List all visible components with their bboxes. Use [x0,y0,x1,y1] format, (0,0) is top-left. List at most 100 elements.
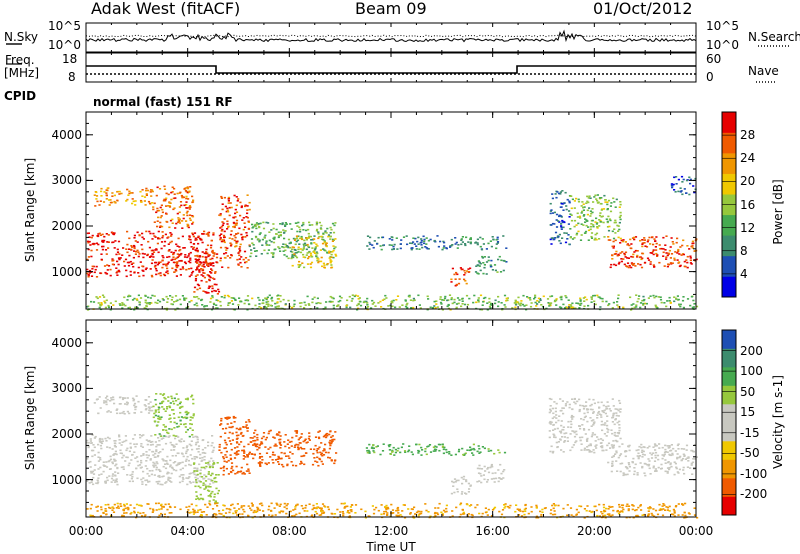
power-cell [172,256,175,258]
power-cell [293,248,296,251]
velocity-cell [261,504,264,507]
power-cell [272,254,275,256]
velocity-cell [160,503,163,506]
velocity-cell [117,507,120,509]
velocity-cell [197,485,200,488]
velocity-cell [212,481,215,484]
velocity-cell [187,509,190,511]
velocity-cell [164,482,167,484]
power-cell [460,243,463,246]
velocity-cell [408,445,411,447]
velocity-cell [185,452,188,455]
power-cell [676,259,679,261]
power-cell [176,307,179,310]
power-cell [251,230,254,233]
power-cell [490,259,493,262]
velocity-cell [691,473,694,475]
velocity-cell [462,478,465,480]
power-cell [682,239,685,242]
velocity-cell [143,404,146,406]
velocity-cell [415,511,419,514]
power-cell [186,223,189,226]
power-cell [584,230,588,233]
velocity-cell [201,448,204,451]
power-cell [274,306,277,308]
power-cell [488,297,491,300]
velocity-cell [611,432,614,435]
power-cell [587,239,590,241]
velocity-cell [631,461,634,464]
velocity-cell [202,466,205,469]
power-cell [692,242,695,245]
power-cell [692,306,695,308]
power-cell [192,246,195,249]
velocity-cell [195,456,198,458]
velocity-cell [618,402,622,404]
velocity-cell [259,456,262,458]
power-cell [211,262,214,264]
power-cell [103,239,106,242]
power-cell [136,249,139,252]
power-cell [170,191,173,194]
velocity-cell [154,434,157,436]
velocity-cell [678,456,681,459]
velocity-cell [236,514,239,516]
power-cell [517,303,520,305]
velocity-cell [192,402,195,405]
power-cell [207,265,210,267]
power-cell [482,272,485,275]
power-cell [605,300,608,303]
velocity-cell [147,396,151,398]
velocity-cell [284,434,287,436]
velocity-cell [173,449,176,451]
power-cell [87,274,90,276]
velocity-cell [283,441,286,443]
power-cell [316,252,319,255]
power-cell [181,295,184,297]
velocity-cell [306,510,309,512]
power-cell [613,253,616,255]
power-cell [394,306,397,309]
velocity-cell [324,443,327,446]
power-cell [672,183,675,186]
velocity-cell [242,426,245,428]
power-cell [205,248,208,251]
velocity-cell [441,514,444,516]
velocity-cell [248,453,251,455]
power-cell [615,250,618,253]
velocity-cell [372,447,375,450]
power-cell [549,304,552,307]
power-cell [238,250,241,253]
power-cell [196,274,199,276]
power-cell [323,241,326,243]
velocity-cell [210,492,213,495]
power-cell [373,240,376,242]
power-cell [226,255,229,257]
velocity-cell [486,468,489,470]
velocity-cell [244,426,248,428]
velocity-cell [175,399,178,402]
power-cell [554,193,557,195]
velocity-cell [640,443,643,446]
power-cell [203,305,206,308]
velocity-cell [95,398,98,401]
velocity-cell [203,459,206,461]
velocity-cell [153,474,156,476]
velocity-cell [323,448,326,450]
power-cell [193,291,196,293]
velocity-cell [677,514,680,516]
power-cell [195,238,198,241]
velocity-cell [104,481,107,483]
power-cell [525,308,528,311]
power-cell [109,199,112,201]
power-cell [479,236,482,239]
power-cell [168,206,172,208]
velocity-cell [300,460,303,463]
power-cell [652,294,655,297]
velocity-cell [213,513,216,515]
velocity-cell [165,407,169,410]
power-cell [123,296,126,299]
power-cell [111,192,114,194]
power-cell [297,266,300,268]
velocity-cell [119,403,122,405]
